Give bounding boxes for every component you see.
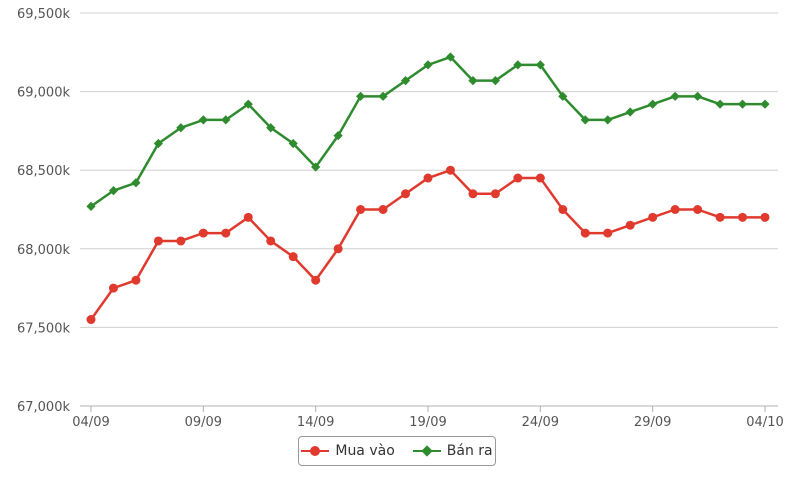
- data-point[interactable]: [625, 220, 635, 230]
- data-point[interactable]: [468, 75, 478, 86]
- data-point[interactable]: [648, 212, 658, 222]
- y-tick-label: 69,500k: [17, 7, 70, 22]
- data-point[interactable]: [715, 99, 725, 109]
- data-point[interactable]: [490, 189, 500, 199]
- series-layer: [86, 52, 770, 325]
- data-point[interactable]: [86, 315, 96, 325]
- data-point[interactable]: [535, 60, 545, 70]
- data-point[interactable]: [356, 91, 366, 101]
- series-ban-ra: [86, 52, 770, 211]
- x-tick-label: 19/09: [409, 415, 446, 430]
- data-point[interactable]: [760, 212, 770, 222]
- data-point[interactable]: [311, 162, 321, 172]
- data-point[interactable]: [108, 186, 119, 196]
- axes: 67,000k 67,500k 68,000k 68,500k 69,000k 69,50…: [17, 7, 784, 430]
- data-point[interactable]: [580, 115, 590, 125]
- series-line: [90, 55, 765, 208]
- data-point[interactable]: [131, 178, 141, 188]
- x-tick-label: 29/09: [634, 415, 671, 430]
- data-point[interactable]: [266, 236, 276, 246]
- data-point[interactable]: [198, 115, 208, 125]
- data-point[interactable]: [176, 236, 186, 246]
- data-point[interactable]: [445, 165, 455, 175]
- legend-label: Bán ra: [446, 443, 493, 459]
- x-tick-label: 09/09: [185, 415, 222, 430]
- legend-marker-circle-icon: [301, 444, 330, 458]
- data-point[interactable]: [760, 99, 770, 109]
- data-point[interactable]: [288, 138, 298, 149]
- legend: Mua vào Bán ra: [298, 436, 496, 466]
- y-tick-label: 68,500k: [17, 164, 70, 179]
- series-mua-vao: [86, 165, 770, 325]
- data-point[interactable]: [333, 131, 343, 141]
- data-point[interactable]: [737, 99, 748, 109]
- data-point[interactable]: [423, 173, 433, 183]
- data-point[interactable]: [670, 205, 680, 214]
- data-point[interactable]: [535, 173, 545, 183]
- data-point[interactable]: [131, 275, 141, 285]
- data-point[interactable]: [153, 138, 163, 149]
- data-point[interactable]: [648, 99, 658, 109]
- data-point[interactable]: [445, 52, 456, 62]
- x-tick-label: 24/09: [522, 415, 559, 430]
- data-point[interactable]: [468, 189, 478, 199]
- data-point[interactable]: [378, 205, 388, 214]
- y-tick-label: 67,000k: [17, 400, 70, 415]
- data-point[interactable]: [513, 173, 523, 183]
- data-point[interactable]: [198, 228, 208, 238]
- legend-marker-diamond-icon: [412, 444, 441, 458]
- x-tick-label: 04/10: [746, 415, 783, 430]
- data-point[interactable]: [356, 205, 366, 214]
- data-point[interactable]: [86, 201, 96, 211]
- data-point[interactable]: [693, 205, 703, 214]
- data-point[interactable]: [513, 60, 523, 70]
- data-point[interactable]: [715, 212, 725, 222]
- legend-label: Mua vào: [335, 443, 395, 459]
- data-point[interactable]: [221, 115, 231, 125]
- data-point[interactable]: [603, 115, 613, 125]
- data-point[interactable]: [221, 228, 231, 238]
- data-point[interactable]: [153, 236, 163, 246]
- data-point[interactable]: [558, 91, 568, 101]
- data-point[interactable]: [176, 123, 186, 133]
- data-point[interactable]: [311, 275, 321, 285]
- data-point[interactable]: [401, 189, 411, 199]
- data-point[interactable]: [490, 75, 500, 86]
- data-point[interactable]: [670, 91, 680, 101]
- data-point[interactable]: [738, 212, 748, 222]
- x-tick-label: 04/09: [72, 415, 109, 430]
- data-point[interactable]: [400, 75, 411, 86]
- data-point[interactable]: [243, 212, 253, 222]
- data-point[interactable]: [558, 205, 568, 214]
- data-point[interactable]: [423, 60, 433, 70]
- x-tick-label: 14/09: [297, 415, 334, 430]
- legend-item-mua-vao[interactable]: Mua vào: [301, 443, 395, 459]
- legend-item-ban-ra[interactable]: Bán ra: [412, 443, 493, 459]
- data-point[interactable]: [693, 91, 703, 101]
- data-point[interactable]: [266, 123, 276, 133]
- y-tick-label: 69,000k: [17, 86, 70, 101]
- y-tick-label: 68,000k: [17, 243, 70, 258]
- data-point[interactable]: [108, 283, 118, 293]
- data-point[interactable]: [603, 228, 613, 238]
- series-line: [89, 168, 765, 321]
- y-tick-label: 67,500k: [17, 321, 70, 336]
- data-point[interactable]: [243, 99, 253, 109]
- data-point[interactable]: [580, 228, 590, 238]
- data-point[interactable]: [625, 107, 635, 117]
- data-point[interactable]: [333, 244, 343, 254]
- data-point[interactable]: [288, 252, 298, 262]
- data-point[interactable]: [378, 91, 388, 101]
